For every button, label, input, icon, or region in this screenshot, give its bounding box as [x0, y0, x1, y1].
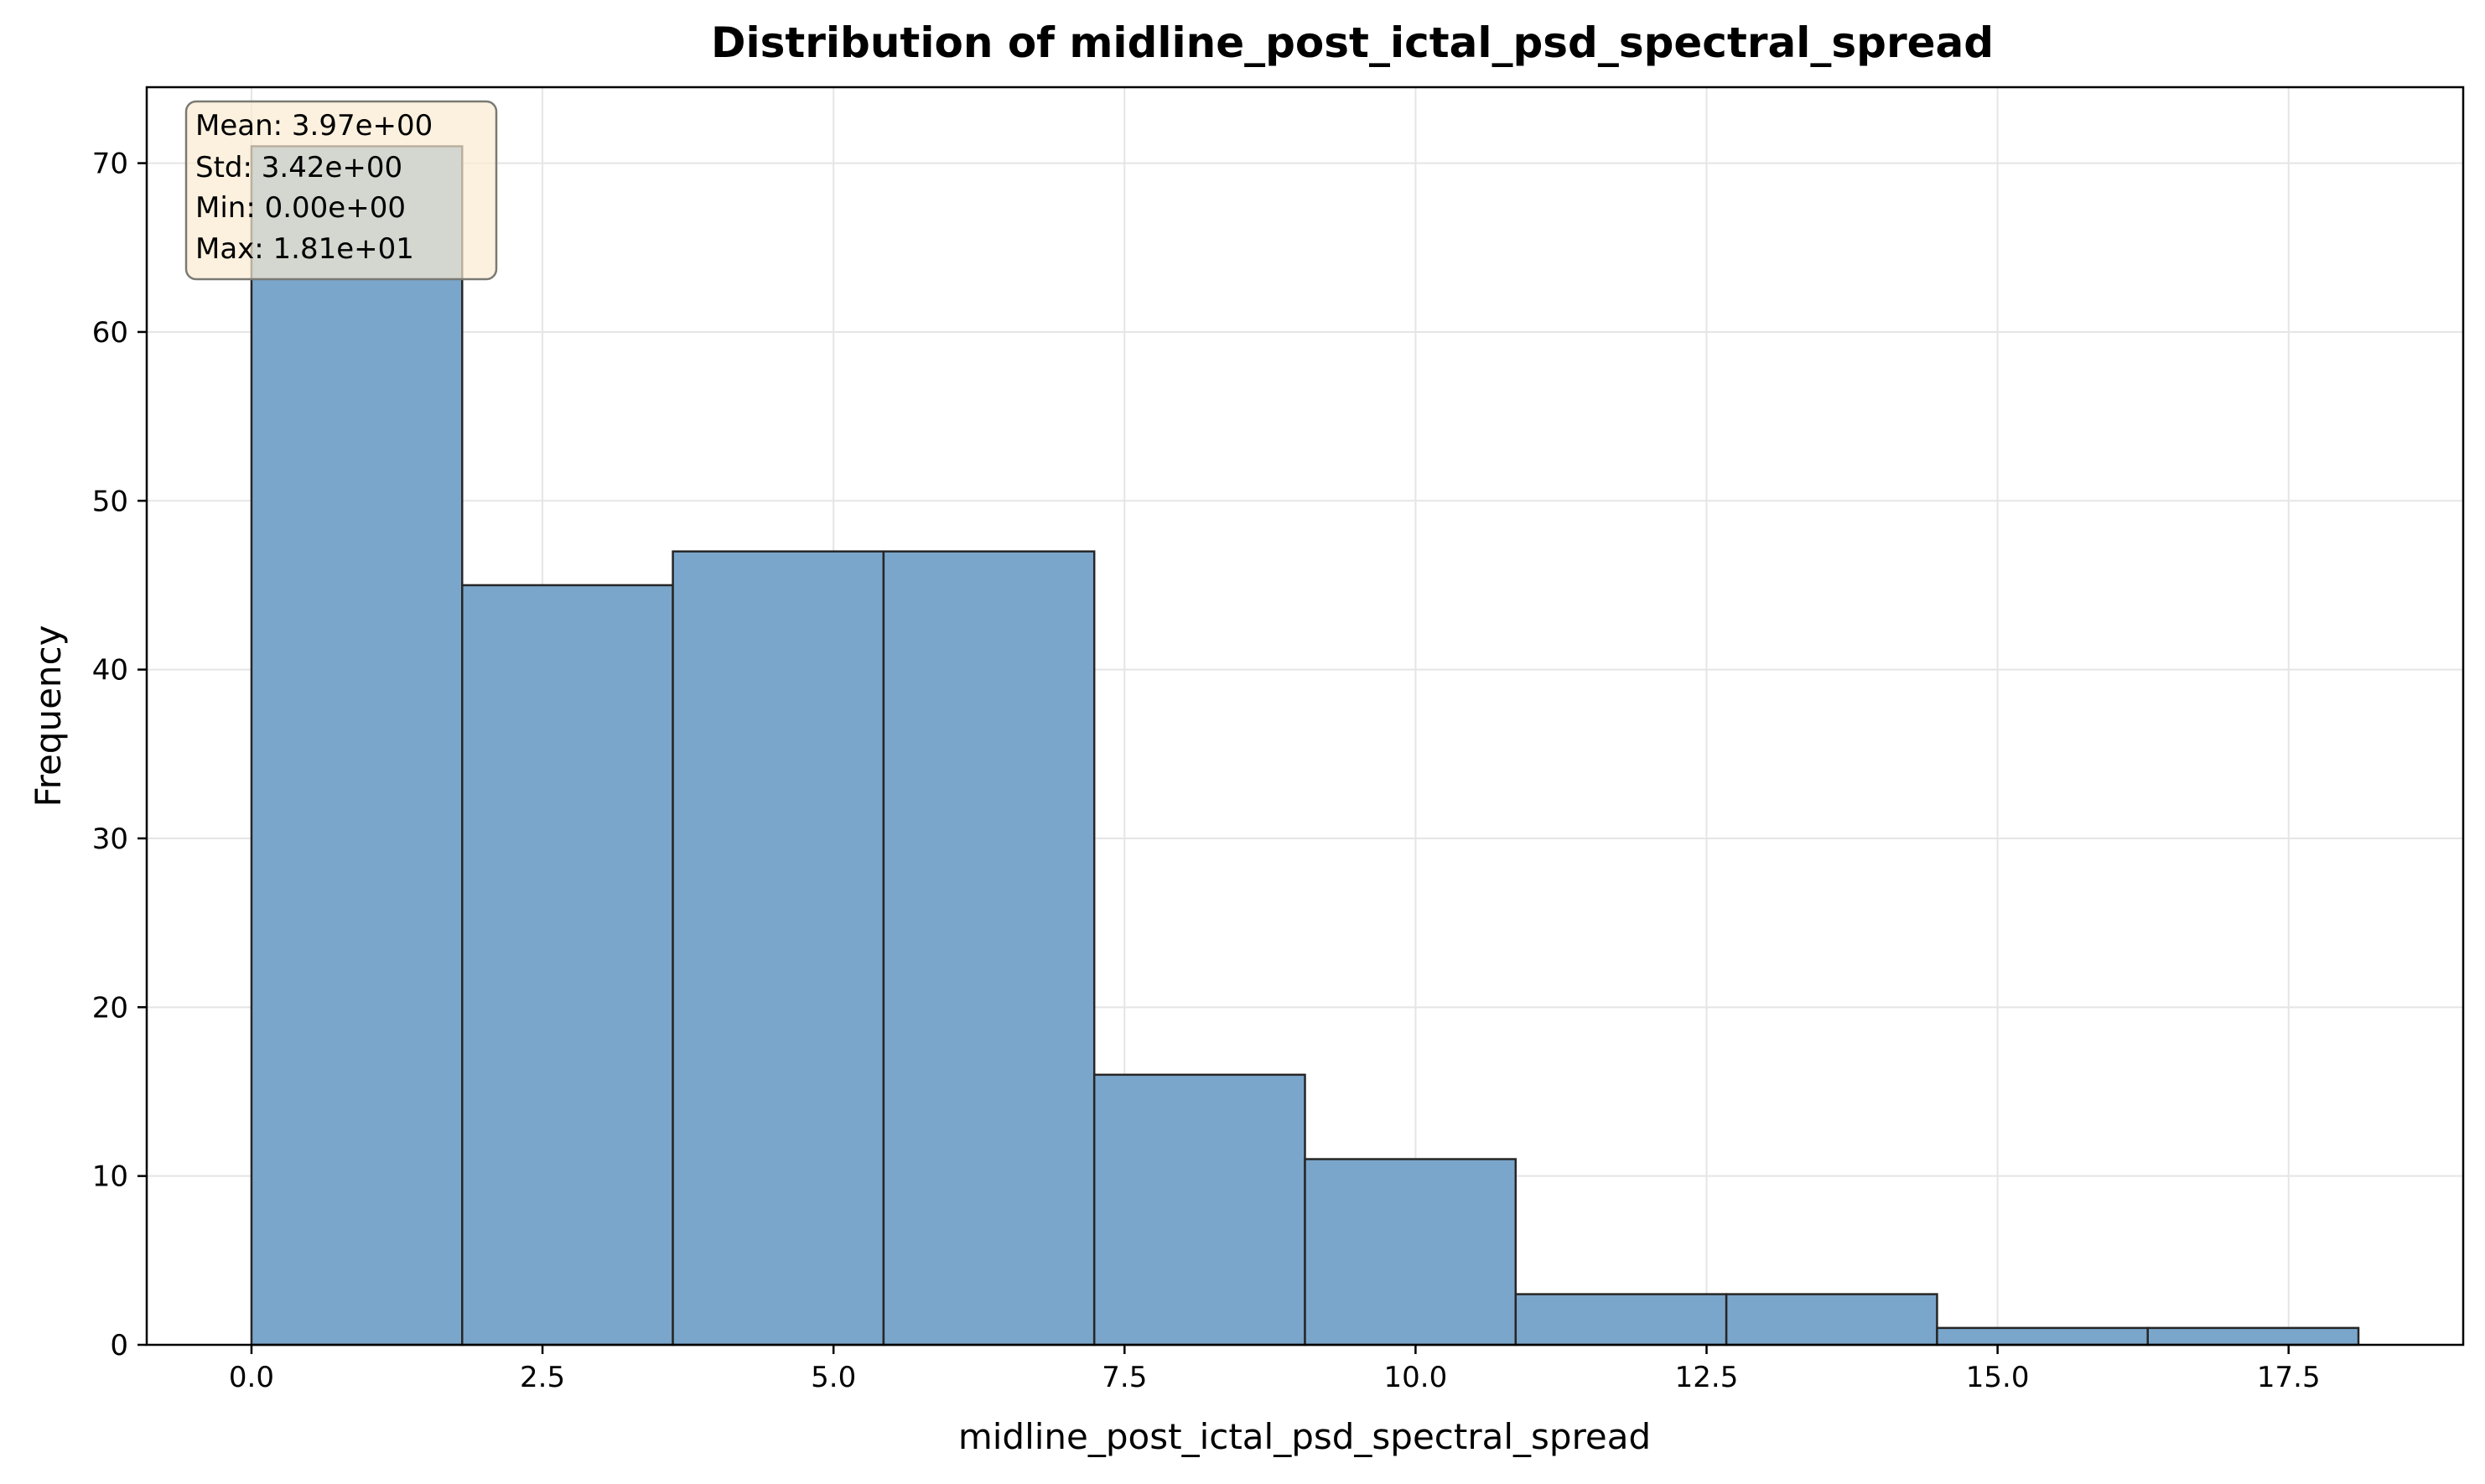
stats-std: Std: 3.42e+00 — [195, 151, 402, 184]
x-tick-label: 2.5 — [520, 1361, 565, 1394]
histogram-bar — [672, 550, 885, 1346]
y-tick-label: 30 — [92, 822, 128, 856]
histogram-bar — [1725, 1293, 1938, 1346]
x-axis-ticks: 0.0 2.5 5.0 7.5 10.0 12.5 15.0 17.5 — [229, 1345, 2321, 1394]
y-tick-label: 50 — [92, 485, 128, 518]
x-tick-label: 10.0 — [1384, 1361, 1448, 1394]
x-tick-label: 15.0 — [1966, 1361, 2030, 1394]
y-tick-label: 60 — [92, 316, 128, 350]
histogram-bar — [1304, 1158, 1517, 1346]
y-tick-label: 20 — [92, 991, 128, 1025]
y-axis-ticks: 0 10 20 30 40 50 60 70 — [92, 148, 147, 1362]
stats-box: Mean: 3.97e+00 Std: 3.42e+00 Min: 0.00e+… — [184, 100, 498, 281]
stats-box-background — [184, 100, 498, 281]
chart-title: Distribution of midline_post_ictal_psd_s… — [711, 18, 1994, 67]
plot-frame — [145, 86, 2465, 1346]
x-tick-label: 0.0 — [229, 1361, 274, 1394]
histogram-bar — [461, 584, 674, 1346]
y-tick-label: 40 — [92, 654, 128, 688]
histogram-bar — [882, 550, 1096, 1346]
stats-mean: Mean: 3.97e+00 — [195, 109, 433, 143]
histogram-bar — [1092, 1073, 1306, 1346]
y-tick-label: 10 — [92, 1160, 128, 1194]
histogram-bar — [2146, 1326, 2360, 1346]
y-axis-label: Frequency — [28, 625, 69, 807]
x-tick-label: 17.5 — [2257, 1361, 2321, 1394]
stats-min: Min: 0.00e+00 — [195, 191, 406, 225]
x-tick-label: 12.5 — [1675, 1361, 1739, 1394]
x-axis-label: midline_post_ictal_psd_spectral_spread — [958, 1416, 1651, 1457]
x-tick-label: 5.0 — [811, 1361, 856, 1394]
bars-layer — [250, 145, 2360, 1346]
stats-max: Max: 1.81e+01 — [195, 232, 414, 266]
y-tick-label: 0 — [110, 1329, 128, 1362]
histogram-bar — [1514, 1293, 1728, 1346]
x-tick-label: 7.5 — [1102, 1361, 1147, 1394]
y-tick-label: 70 — [92, 148, 128, 181]
histogram-bar — [250, 145, 464, 1346]
histogram-bar — [1936, 1326, 2149, 1346]
